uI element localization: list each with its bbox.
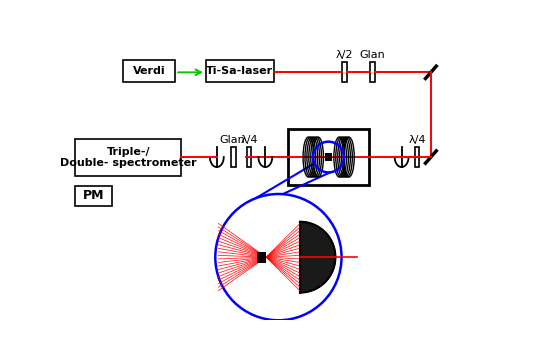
Bar bbox=[75, 186, 112, 206]
Bar bbox=[370, 62, 375, 82]
Text: Glan: Glan bbox=[359, 50, 385, 60]
Bar bbox=[342, 62, 347, 82]
Bar bbox=[325, 153, 332, 161]
Bar bbox=[75, 139, 181, 176]
Bar bbox=[206, 60, 274, 81]
Polygon shape bbox=[300, 222, 335, 293]
Text: Triple-/: Triple-/ bbox=[107, 148, 150, 157]
Text: λ/4: λ/4 bbox=[240, 135, 258, 145]
Bar bbox=[288, 129, 368, 185]
Bar bbox=[415, 147, 419, 167]
Bar bbox=[232, 147, 236, 167]
Text: Glan: Glan bbox=[219, 135, 245, 145]
Bar bbox=[247, 147, 252, 167]
Text: Ti-Sa-laser: Ti-Sa-laser bbox=[206, 66, 274, 76]
Text: λ/4: λ/4 bbox=[408, 135, 426, 145]
Text: Verdi: Verdi bbox=[133, 66, 166, 76]
Bar bbox=[257, 252, 266, 262]
Bar bbox=[123, 60, 175, 81]
Circle shape bbox=[215, 194, 341, 320]
Text: Double- spectrometer: Double- spectrometer bbox=[60, 158, 196, 168]
Text: PM: PM bbox=[83, 189, 104, 202]
Text: λ/2: λ/2 bbox=[336, 50, 353, 60]
